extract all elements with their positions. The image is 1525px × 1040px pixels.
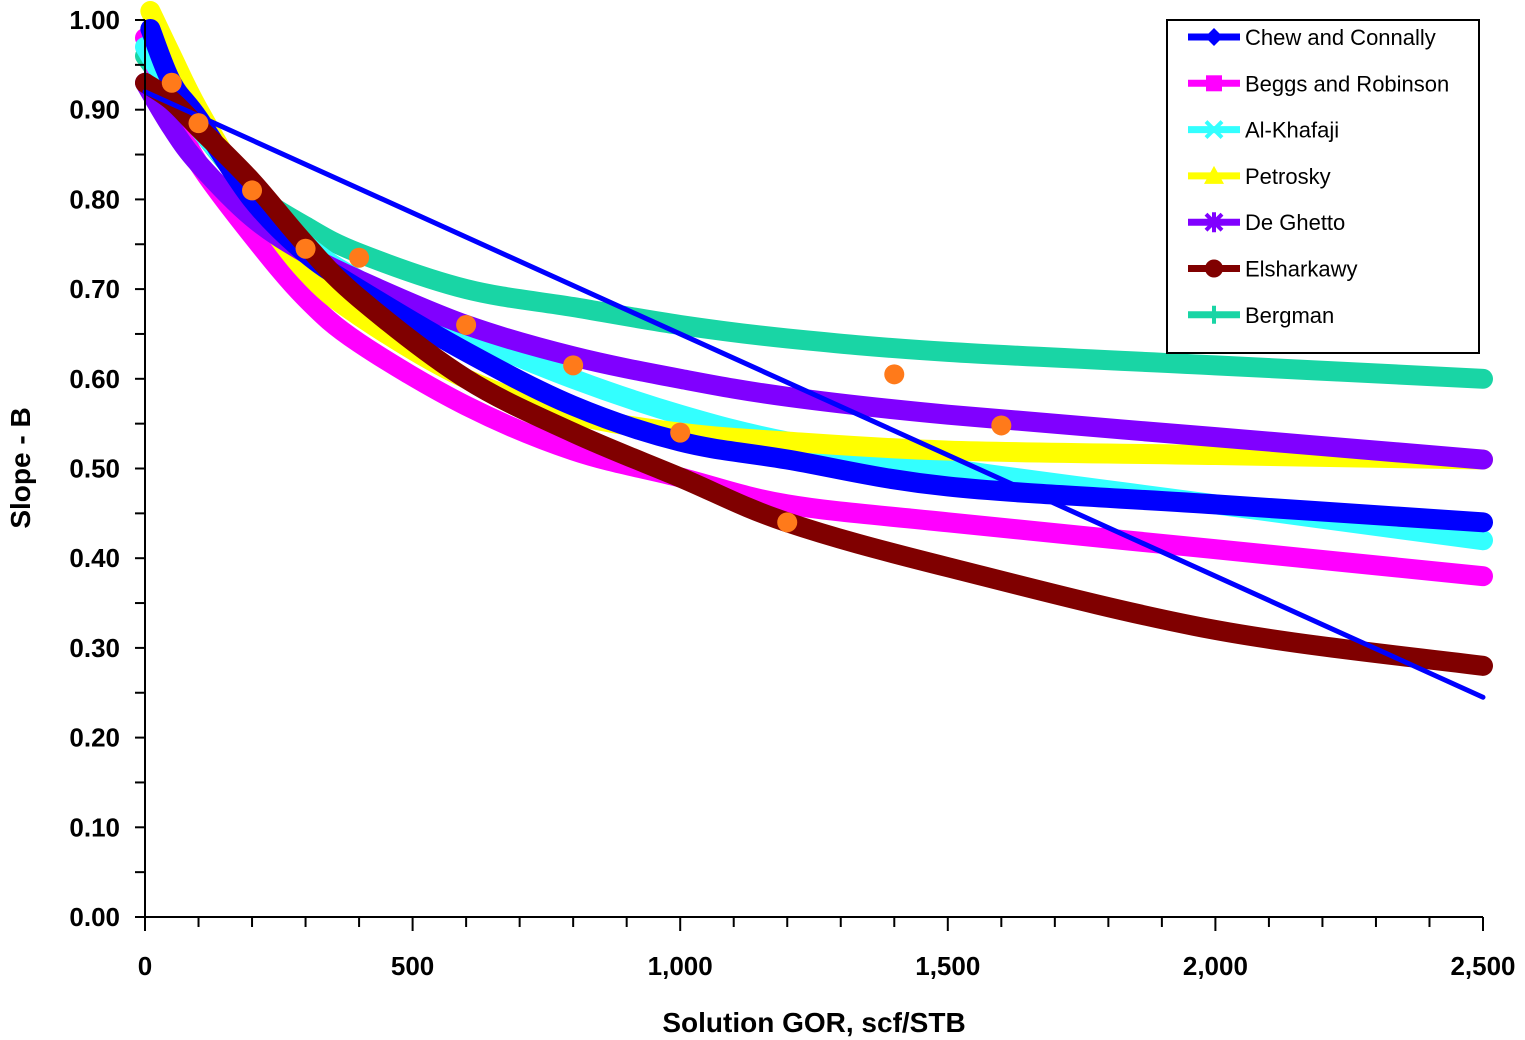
- y-tick-label: 0.50: [69, 454, 120, 484]
- x-tick-label: 500: [391, 951, 434, 981]
- y-axis-title: Slope - B: [5, 407, 36, 528]
- observed-point: [188, 113, 209, 134]
- legend: Chew and Connally Beggs and Robinson Al-Kh…: [1166, 19, 1480, 354]
- observed-point: [884, 364, 905, 385]
- observed-point: [563, 355, 584, 376]
- x-tick-label: 1,000: [648, 951, 713, 981]
- legend-marker-de-ghetto: [1204, 212, 1224, 233]
- legend-label-chew-and-connally: Chew and Connally: [1245, 25, 1436, 50]
- legend-marker-petrosky: [1204, 165, 1224, 184]
- y-tick-label: 0.60: [69, 364, 120, 394]
- axes: [135, 19, 1484, 931]
- legend-label-beggs-and-robinson: Beggs and Robinson: [1245, 71, 1449, 96]
- x-tick-label: 1,500: [915, 951, 980, 981]
- y-tick-label: 0.00: [69, 902, 120, 932]
- legend-label-al-khafaji: Al-Khafaji: [1245, 118, 1339, 143]
- observed-point: [456, 314, 477, 335]
- plot-area: [135, 1, 1493, 700]
- observed-point: [295, 238, 316, 259]
- legend-label-bergman: Bergman: [1245, 303, 1334, 328]
- x-tick-label: 2,500: [1450, 951, 1515, 981]
- observed-point: [242, 180, 263, 201]
- observed-point: [670, 422, 691, 443]
- legend-marker-al-khafaji: [1204, 120, 1224, 140]
- legend-label-de-ghetto: De Ghetto: [1245, 210, 1345, 235]
- x-tick-label: 0: [138, 951, 152, 981]
- y-tick-label: 0.80: [69, 184, 120, 214]
- observed-point: [161, 72, 182, 93]
- legend-marker-elsharkawy: [1205, 259, 1223, 278]
- y-tick-label: 0.10: [69, 812, 120, 842]
- legend-marker-chew-and-connally: [1205, 28, 1223, 46]
- series-line-elsharkawy: [135, 72, 1493, 676]
- observed-point: [777, 512, 798, 533]
- x-axis-title: Solution GOR, scf/STB: [662, 1007, 965, 1038]
- legend-label-petrosky: Petrosky: [1245, 164, 1331, 189]
- legend-marker-bergman: [1205, 305, 1223, 324]
- y-tick-label: 0.20: [69, 723, 120, 753]
- series-line-linear-fit: [142, 89, 1486, 700]
- y-tick-label: 0.90: [69, 95, 120, 125]
- y-tick-label: 0.30: [69, 633, 120, 663]
- y-tick-label: 0.70: [69, 274, 120, 304]
- y-tick-label: 0.40: [69, 543, 120, 573]
- observed-point: [349, 247, 370, 268]
- legend-marker-beggs-and-robinson: [1206, 75, 1222, 92]
- x-tick-label: 2,000: [1183, 951, 1248, 981]
- legend-label-elsharkawy: Elsharkawy: [1245, 257, 1357, 282]
- observed-point: [991, 415, 1012, 436]
- y-tick-label: 1.00: [69, 5, 120, 35]
- tick-labels: 0.00 0.10 0.20 0.30 0.40 0.50 0.60 0.70 0.80 0.90…: [69, 5, 1515, 981]
